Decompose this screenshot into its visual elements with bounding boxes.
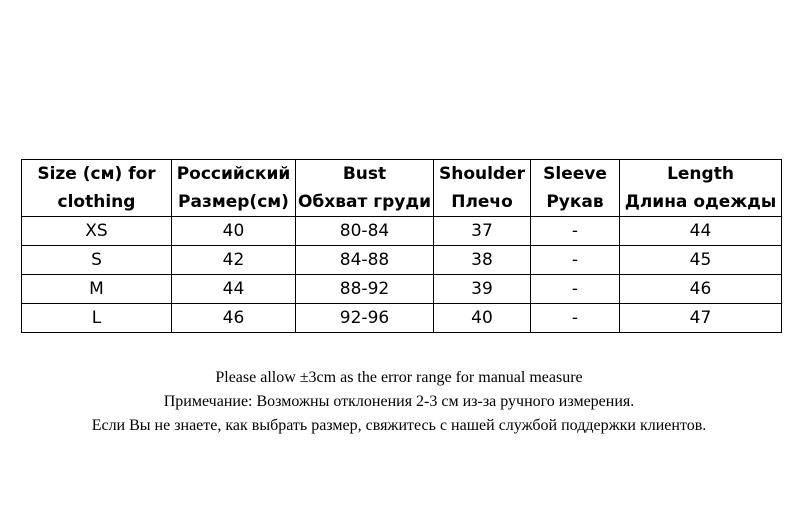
header-size: Size (см) for clothing [21, 159, 172, 217]
cell-sleeve: - [530, 245, 620, 275]
table-row: L 46 92-96 40 - 47 [21, 303, 782, 333]
header-sleeve: Sleeve Рукав [530, 159, 620, 217]
size-chart-table: Size (см) for clothing Российский Размер… [21, 159, 782, 333]
cell-russian-size: 46 [171, 303, 296, 333]
cell-length: 45 [619, 245, 782, 275]
cell-russian-size: 44 [171, 274, 296, 304]
size-chart-header: Size (см) for clothing Российский Размер… [21, 159, 782, 217]
header-russian-size-line1: Российский [176, 164, 291, 184]
header-shoulder: Shoulder Плечо [433, 159, 531, 217]
header-length-line2: Длина одежды [624, 192, 777, 212]
header-shoulder-line2: Плечо [451, 192, 513, 212]
cell-shoulder: 37 [433, 216, 531, 246]
cell-shoulder: 40 [433, 303, 531, 333]
header-shoulder-line1: Shoulder [438, 164, 526, 184]
cell-sleeve: - [530, 303, 620, 333]
header-sleeve-line1: Sleeve [543, 164, 607, 184]
note-deviation-ru: Примечание: Возможны отклонения 2-3 см и… [163, 393, 635, 410]
cell-bust: 84-88 [295, 245, 434, 275]
header-length: Length Длина одежды [619, 159, 782, 217]
header-bust-line1: Bust [342, 164, 387, 184]
cell-bust: 88-92 [295, 274, 434, 304]
note-contact-support-ru: Если Вы не знаете, как выбрать размер, с… [91, 417, 707, 434]
header-size-line2: clothing [57, 192, 136, 212]
cell-shoulder: 38 [433, 245, 531, 275]
table-row: XS 40 80-84 37 - 44 [21, 216, 782, 246]
table-row: M 44 88-92 39 - 46 [21, 274, 782, 304]
cell-sleeve: - [530, 216, 620, 246]
header-row: Size (см) for clothing Российский Размер… [21, 159, 782, 217]
measurement-notes: Please allow ±3cm as the error range for… [0, 366, 798, 438]
cell-russian-size: 40 [171, 216, 296, 246]
header-size-line1: Size (см) for [37, 164, 156, 184]
header-russian-size: Российский Размер(см) [171, 159, 296, 217]
table-row: S 42 84-88 38 - 45 [21, 245, 782, 275]
cell-shoulder: 39 [433, 274, 531, 304]
header-sleeve-line2: Рукав [546, 192, 604, 212]
cell-length: 47 [619, 303, 782, 333]
cell-size: M [21, 274, 172, 304]
note-error-range: Please allow ±3cm as the error range for… [215, 369, 583, 386]
cell-length: 44 [619, 216, 782, 246]
cell-length: 46 [619, 274, 782, 304]
cell-bust: 92-96 [295, 303, 434, 333]
header-length-line1: Length [667, 164, 734, 184]
size-chart-body: XS 40 80-84 37 - 44 S 42 84-88 38 - 45 M… [21, 216, 782, 333]
cell-size: S [21, 245, 172, 275]
cell-size: L [21, 303, 172, 333]
cell-size: XS [21, 216, 172, 246]
header-bust: Bust Обхват груди [295, 159, 434, 217]
cell-sleeve: - [530, 274, 620, 304]
header-russian-size-line2: Размер(см) [178, 192, 289, 212]
header-bust-line2: Обхват груди [297, 192, 432, 212]
cell-russian-size: 42 [171, 245, 296, 275]
cell-bust: 80-84 [295, 216, 434, 246]
